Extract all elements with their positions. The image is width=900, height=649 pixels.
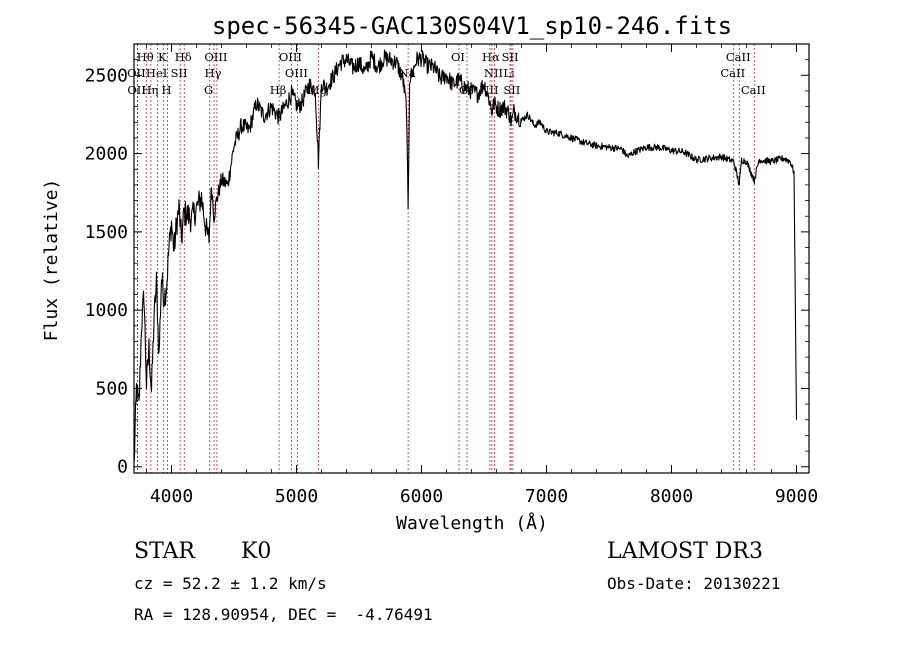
marker-label: OII	[127, 66, 146, 80]
x-tick-label: 8000	[650, 486, 693, 507]
object-class: STAR	[134, 539, 196, 564]
marker-label: K	[158, 50, 167, 64]
marker-label: SII	[171, 66, 188, 80]
marker-label: G	[204, 83, 213, 97]
y-tick-label: 1000	[85, 300, 128, 321]
marker-label: HeI	[146, 66, 167, 80]
spectrum-info: STAR K0 LAMOST DR3 cz = 52.2 ± 1.2 km/s …	[134, 539, 780, 624]
marker-label: Hβ	[270, 83, 287, 97]
y-axis-ticks: 0 500 1000 1500 2000 2500	[85, 59, 809, 478]
marker-label: OIII	[285, 66, 308, 80]
marker-label: Hδ	[175, 50, 192, 64]
x-axis-label: Wavelength (Å)	[396, 512, 548, 534]
y-tick-label: 0	[117, 457, 128, 478]
marker-label: SII	[503, 83, 520, 97]
marker-label: CaII	[720, 66, 745, 80]
marker-label: OI	[451, 50, 465, 64]
x-tick-label: 6000	[400, 486, 443, 507]
x-tick-label: 9000	[775, 486, 818, 507]
survey-name: LAMOST DR3	[607, 539, 763, 564]
marker-label: NII	[484, 66, 503, 80]
spectrum-series	[133, 49, 798, 463]
y-axis-label: Flux (relative)	[41, 179, 62, 342]
marker-label: OIII	[204, 50, 227, 64]
chart-title: spec-56345-GAC130S04V1_sp10-246.fits	[212, 12, 732, 40]
object-subclass: K0	[241, 539, 271, 564]
marker-label: CaII	[741, 83, 766, 97]
marker-label: Hα	[482, 50, 500, 64]
marker-label: OII	[127, 83, 146, 97]
y-tick-label: 2500	[85, 65, 128, 86]
emission-line-markers: Hθ K Hδ OIII OIII OI Hα SII CaII OII HeI SII Hγ OIII N…	[127, 44, 766, 473]
plot-frame	[133, 43, 810, 474]
marker-label: H	[161, 83, 171, 97]
observation-date: Obs-Date: 20130221	[607, 574, 780, 593]
x-tick-label: 7000	[525, 486, 568, 507]
coordinates: RA = 128.90954, DEC = -4.76491	[134, 605, 433, 624]
y-tick-label: 500	[95, 378, 128, 399]
marker-label: CaII	[726, 50, 751, 64]
marker-label: Hη	[141, 83, 158, 97]
marker-label: Hγ	[205, 66, 222, 80]
marker-label: Hθ	[137, 50, 154, 64]
marker-label: Li	[503, 66, 515, 80]
redshift-value: cz = 52.2 ± 1.2 km/s	[134, 574, 327, 593]
y-tick-label: 2000	[85, 144, 128, 165]
spectrum-line	[133, 49, 798, 463]
marker-label: OIII	[279, 50, 302, 64]
x-tick-label: 4000	[150, 486, 193, 507]
x-tick-label: 5000	[275, 486, 318, 507]
y-tick-label: 1500	[85, 222, 128, 243]
x-axis-ticks: 4000 5000 6000 7000 8000 9000	[146, 44, 818, 507]
